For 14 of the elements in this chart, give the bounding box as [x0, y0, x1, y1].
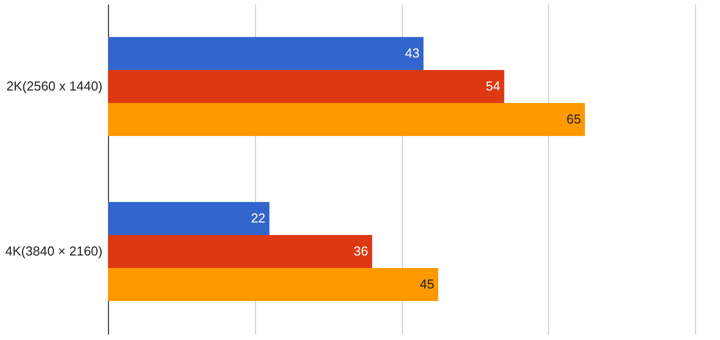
y-tick-label: 4K(3840 × 2160)	[5, 244, 102, 258]
y-tick-label: 2K(2560 x 1440)	[6, 78, 102, 94]
data-label: 43	[405, 46, 420, 60]
bar	[108, 70, 504, 103]
bar	[108, 235, 372, 268]
data-label: 54	[486, 78, 500, 94]
data-label: 65	[566, 112, 581, 126]
data-label: 22	[250, 210, 266, 226]
bar	[108, 202, 270, 235]
data-label: 36	[354, 244, 368, 258]
bar	[108, 268, 438, 301]
data-label: 45	[420, 276, 434, 292]
bar	[108, 37, 424, 70]
bar	[108, 103, 585, 136]
